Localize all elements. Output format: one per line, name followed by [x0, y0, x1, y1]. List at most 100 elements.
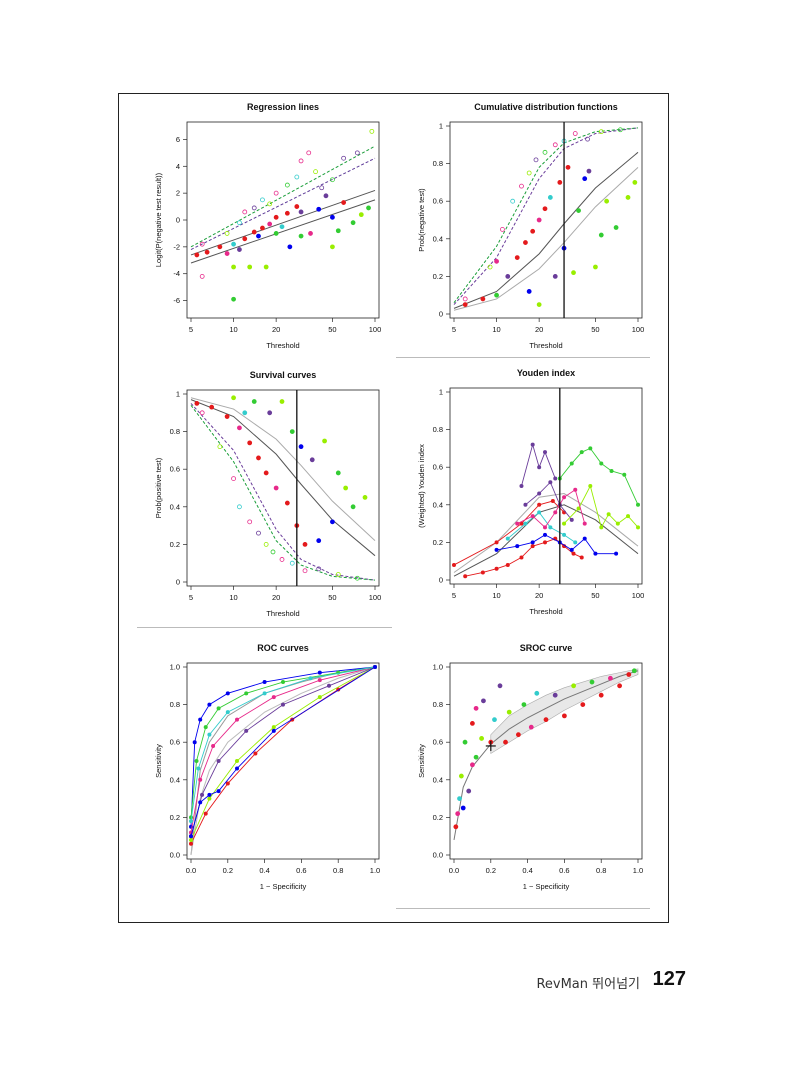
- data-point: [323, 193, 329, 199]
- data-point: [298, 209, 304, 215]
- data-point: [617, 683, 623, 689]
- series-point: [569, 461, 574, 466]
- y-tick-label: 4: [176, 162, 180, 171]
- data-point: [267, 410, 273, 416]
- data-point: [492, 717, 497, 723]
- series-s6: [563, 484, 639, 529]
- series-s1: [453, 500, 565, 566]
- data-point: [284, 500, 290, 506]
- plot-frame: [449, 662, 643, 860]
- data-point-open: [237, 220, 242, 226]
- data-point: [582, 176, 588, 182]
- series-point: [317, 670, 322, 675]
- series-point: [562, 495, 567, 500]
- series-point: [588, 484, 593, 488]
- series-point: [562, 521, 567, 526]
- series-point: [573, 540, 578, 545]
- data-point-open: [313, 169, 318, 175]
- data-point: [289, 429, 295, 434]
- chart-svg-sroc: SROC curve 0.0 0.2 0.4 0.6 0.8 1.0 0.0 0.2 0.4 0.6…: [417, 643, 643, 891]
- series-point: [494, 566, 499, 571]
- data-point: [273, 231, 279, 236]
- data-point: [571, 270, 576, 276]
- data-point-open: [500, 226, 505, 232]
- x-tick-label: 20: [272, 325, 280, 334]
- x-tick-label: 0.0: [186, 866, 196, 875]
- series-point: [452, 562, 456, 567]
- data-point-open: [462, 296, 468, 302]
- data-point: [335, 470, 341, 476]
- data-point: [298, 233, 304, 239]
- line-surv-3: [190, 403, 376, 581]
- series-point: [198, 717, 203, 722]
- series-point: [189, 834, 193, 839]
- series-point: [203, 811, 208, 816]
- series-point: [519, 555, 524, 560]
- series-point: [262, 691, 267, 696]
- data-point: [506, 709, 512, 715]
- y-axis-label: Prob(negative test): [417, 188, 426, 252]
- series-point: [579, 555, 584, 560]
- x-tick-label: 100: [369, 593, 382, 602]
- series-r8: [190, 666, 376, 837]
- series-point: [262, 680, 267, 685]
- data-point-open: [298, 158, 304, 164]
- y-tick-label: 0.6: [170, 465, 180, 474]
- series-r7: [190, 666, 376, 841]
- series-point: [327, 683, 331, 688]
- data-point: [316, 206, 322, 212]
- y-tick-label: 1.0: [433, 663, 443, 672]
- series-point: [622, 472, 627, 477]
- data-point: [593, 264, 598, 270]
- data-point: [267, 221, 273, 227]
- data-point: [536, 217, 542, 223]
- y-tick-label: -6: [173, 296, 180, 305]
- series-point: [530, 540, 535, 545]
- series-point: [588, 446, 593, 451]
- series-point: [576, 506, 581, 511]
- chart-svg-roc: ROC curves 0.0 0.2 0.4 0.6 0.8 1.0 0.0 0.2 0.4 0.6…: [154, 643, 380, 891]
- data-point: [552, 692, 558, 698]
- chart-title: Cumulative distribution functions: [474, 102, 618, 112]
- series-point: [573, 487, 578, 492]
- x-tick-label: 0.4: [259, 866, 269, 875]
- data-point: [224, 414, 230, 419]
- data-point: [284, 210, 290, 216]
- data-point-open: [199, 241, 205, 247]
- data-point: [298, 444, 304, 450]
- x-tick-label: 10: [229, 593, 237, 602]
- data-point-open: [199, 410, 205, 416]
- series-point: [579, 450, 584, 455]
- chart-title: Survival curves: [250, 370, 317, 380]
- data-point-open: [510, 198, 516, 204]
- series-r2: [190, 666, 376, 818]
- series-point: [515, 544, 520, 549]
- data-point-open: [316, 566, 322, 572]
- series-point: [196, 766, 201, 771]
- data-point: [631, 668, 637, 674]
- data-point-open: [572, 131, 578, 136]
- x-axis-label: Threshold: [266, 341, 299, 350]
- data-point: [494, 258, 499, 264]
- line-summary-2: [190, 199, 376, 264]
- chart-svg-survival: Survival curves 5 10 20 50 100 0 0.2 0.4 0.6 0.8 1 T…: [154, 370, 382, 618]
- series-point: [216, 759, 221, 763]
- series-point: [216, 789, 221, 794]
- x-axis-label: Threshold: [266, 609, 299, 618]
- x-tick-label: 100: [369, 325, 382, 334]
- data-point-open: [306, 150, 312, 156]
- data-point: [247, 264, 253, 270]
- data-point: [542, 206, 548, 212]
- y-axis-label: Logit(P(negative test result)): [154, 172, 163, 267]
- series-point: [281, 680, 285, 685]
- series-point: [463, 574, 468, 579]
- panel-survival-curves: Survival curves 5 10 20 50 100 0 0.2 0.4 0.6 0.8 1 T…: [133, 364, 387, 626]
- x-tick-label: 1.0: [633, 866, 643, 875]
- x-tick-label: 0.2: [223, 866, 233, 875]
- data-point: [260, 225, 265, 231]
- data-point: [279, 224, 285, 230]
- series-point: [537, 491, 542, 496]
- y-axis-label: Sensitivity: [154, 744, 163, 778]
- data-point: [536, 302, 542, 308]
- x-tick-label: 1.0: [370, 866, 380, 875]
